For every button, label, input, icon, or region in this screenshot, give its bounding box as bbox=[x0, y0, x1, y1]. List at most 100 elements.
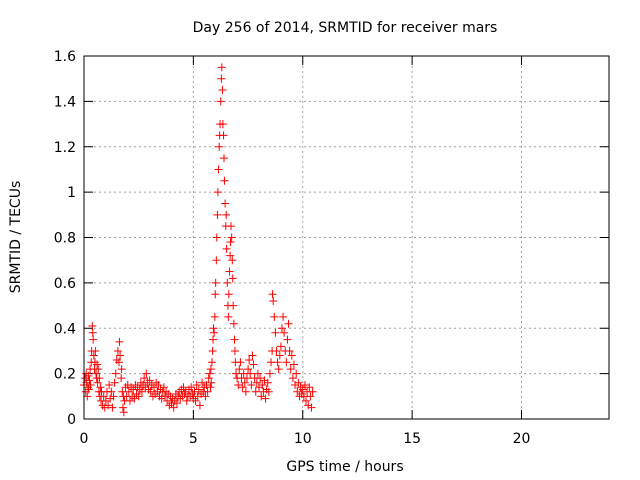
data-point bbox=[92, 369, 101, 378]
data-point bbox=[306, 392, 315, 401]
data-point bbox=[213, 210, 222, 219]
data-point bbox=[282, 358, 291, 367]
data-point bbox=[134, 392, 143, 401]
data-point bbox=[101, 396, 110, 405]
data-point bbox=[204, 374, 213, 383]
data-point bbox=[228, 274, 237, 283]
data-point bbox=[244, 365, 253, 374]
data-point bbox=[219, 131, 228, 140]
data-point bbox=[227, 222, 235, 231]
data-point bbox=[222, 244, 231, 253]
data-point bbox=[253, 369, 262, 378]
data-point bbox=[251, 387, 260, 396]
data-point bbox=[83, 392, 92, 401]
data-point bbox=[279, 312, 288, 321]
data-point bbox=[115, 358, 123, 367]
data-point bbox=[240, 378, 249, 387]
data-point bbox=[265, 369, 274, 378]
data-point bbox=[234, 380, 243, 389]
x-tick-label: 5 bbox=[189, 431, 198, 447]
data-point bbox=[280, 328, 289, 337]
data-point bbox=[230, 335, 239, 344]
data-point bbox=[110, 378, 119, 387]
data-point bbox=[285, 346, 294, 355]
x-tick-label: 0 bbox=[80, 431, 89, 447]
data-point bbox=[206, 383, 215, 392]
data-point bbox=[165, 401, 174, 410]
data-point bbox=[287, 351, 296, 360]
data-point bbox=[286, 365, 295, 374]
data-point bbox=[226, 251, 235, 260]
data-point bbox=[232, 369, 241, 378]
y-tick-label: 1.4 bbox=[54, 94, 76, 110]
grid-lines bbox=[84, 56, 609, 419]
y-tick-label: 1 bbox=[67, 185, 76, 201]
data-point bbox=[201, 392, 210, 401]
data-point bbox=[271, 328, 280, 337]
data-point bbox=[227, 233, 236, 242]
data-point bbox=[213, 188, 222, 197]
data-point bbox=[99, 392, 108, 401]
data-point bbox=[274, 365, 283, 374]
y-axis-label: SRMTID / TECUs bbox=[8, 181, 24, 294]
data-point bbox=[179, 383, 188, 392]
y-tick-label: 0.4 bbox=[54, 321, 76, 337]
data-point bbox=[273, 358, 282, 367]
data-point bbox=[220, 176, 229, 185]
data-point bbox=[211, 278, 220, 287]
data-point bbox=[207, 358, 216, 367]
data-point bbox=[275, 351, 284, 360]
data-point bbox=[242, 374, 251, 383]
data-point bbox=[229, 319, 238, 328]
data-point bbox=[105, 380, 114, 389]
data-point bbox=[187, 383, 196, 392]
data-points bbox=[80, 63, 317, 417]
data-point bbox=[137, 387, 146, 396]
data-point bbox=[142, 369, 151, 378]
data-point bbox=[202, 380, 211, 389]
data-point bbox=[117, 365, 126, 374]
data-point bbox=[212, 256, 221, 265]
data-point bbox=[86, 380, 95, 389]
data-point bbox=[154, 380, 163, 389]
data-point bbox=[248, 351, 257, 360]
data-point bbox=[228, 256, 237, 265]
data-point bbox=[93, 360, 102, 369]
data-point bbox=[256, 374, 265, 383]
y-tick-label: 0 bbox=[67, 412, 76, 428]
data-point bbox=[249, 360, 258, 369]
data-point bbox=[159, 383, 168, 392]
data-point bbox=[302, 396, 311, 405]
data-point bbox=[210, 312, 219, 321]
data-point bbox=[308, 387, 317, 396]
data-point bbox=[116, 351, 125, 360]
y-tick-label: 1.2 bbox=[54, 140, 76, 156]
data-point bbox=[220, 154, 228, 163]
data-point bbox=[145, 376, 154, 385]
data-point bbox=[94, 365, 103, 374]
data-point bbox=[192, 380, 201, 389]
data-point bbox=[222, 210, 231, 219]
data-point bbox=[163, 396, 172, 405]
data-point bbox=[221, 199, 230, 208]
data-point bbox=[217, 63, 226, 72]
data-point bbox=[277, 324, 286, 333]
y-tick-label: 0.8 bbox=[54, 231, 76, 247]
data-point bbox=[210, 328, 219, 337]
data-point bbox=[84, 385, 93, 394]
data-point bbox=[151, 390, 160, 399]
data-point bbox=[95, 374, 104, 383]
data-point bbox=[84, 371, 93, 380]
data-point bbox=[294, 378, 303, 387]
x-tick-label: 10 bbox=[294, 431, 312, 447]
data-point bbox=[207, 378, 216, 387]
data-point bbox=[215, 142, 224, 151]
data-point bbox=[111, 369, 120, 378]
data-point bbox=[113, 346, 122, 355]
data-point bbox=[292, 369, 301, 378]
data-point bbox=[288, 374, 297, 383]
x-tick-label: 15 bbox=[403, 431, 421, 447]
data-point bbox=[283, 335, 292, 344]
data-point bbox=[269, 297, 278, 306]
